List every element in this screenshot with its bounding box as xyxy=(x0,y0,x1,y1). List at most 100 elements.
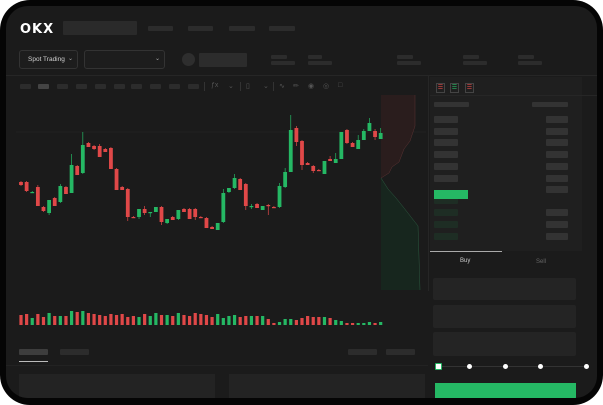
ask-row-amount[interactable] xyxy=(546,163,568,170)
bid-row-price[interactable] xyxy=(434,209,458,216)
orderbook-header-amount xyxy=(532,102,568,107)
candle xyxy=(165,219,170,224)
candle xyxy=(97,144,102,157)
volume-bar xyxy=(244,316,248,325)
ask-row-price[interactable] xyxy=(434,116,458,123)
slider-step-dot[interactable] xyxy=(538,364,543,369)
volume-bar xyxy=(182,315,186,325)
total-input[interactable] xyxy=(433,332,576,356)
bid-row-price[interactable] xyxy=(434,221,458,228)
candle xyxy=(232,174,237,189)
bid-row-price[interactable] xyxy=(434,233,458,240)
market-type-dropdown[interactable]: Spot Trading ⌄ xyxy=(19,50,78,69)
volume-bar xyxy=(300,318,304,325)
candle xyxy=(266,204,271,215)
bid-row-price[interactable] xyxy=(434,197,458,204)
chevron-down-icon[interactable]: ⌄ xyxy=(263,83,269,90)
orderbook-divider xyxy=(430,95,597,96)
fullscreen-icon[interactable]: □ xyxy=(338,82,343,89)
filter-button[interactable] xyxy=(386,349,415,355)
toolbar-separator xyxy=(273,82,274,91)
timeframe-button[interactable] xyxy=(169,84,180,89)
filter-button[interactable] xyxy=(348,349,377,355)
ask-row-amount[interactable] xyxy=(546,151,568,158)
ask-row-amount[interactable] xyxy=(546,116,568,123)
candle-body xyxy=(322,161,327,174)
ask-row-price[interactable] xyxy=(434,163,458,170)
candle xyxy=(288,115,293,172)
pair-dropdown[interactable]: ⌄ xyxy=(84,50,165,69)
slider-handle[interactable] xyxy=(435,363,442,370)
slider-step-dot[interactable] xyxy=(467,364,472,369)
ask-row-price[interactable] xyxy=(434,128,458,135)
ask-row-price[interactable] xyxy=(434,151,458,158)
candle-body xyxy=(19,182,23,185)
order-card xyxy=(19,374,215,398)
volume-bar xyxy=(216,314,220,325)
candle-body xyxy=(182,209,186,212)
indicator-icon[interactable]: ƒx xyxy=(211,82,219,89)
candle xyxy=(283,168,288,188)
slider-step-dot[interactable] xyxy=(503,364,508,369)
tab-order-history[interactable] xyxy=(60,349,89,355)
candle xyxy=(80,132,85,174)
ruler-icon[interactable]: ✏ xyxy=(293,83,299,90)
timeframe-button[interactable] xyxy=(114,84,125,89)
candle-body xyxy=(215,223,220,230)
tab-open-orders[interactable] xyxy=(19,349,48,355)
nav-item[interactable] xyxy=(148,26,173,31)
tab-sell[interactable]: Sell xyxy=(536,259,547,265)
timeframe-button[interactable] xyxy=(20,84,31,89)
ask-row-amount[interactable] xyxy=(546,139,568,146)
timeframe-button[interactable] xyxy=(76,84,87,89)
last-price-highlight xyxy=(434,190,468,199)
timeframe-button[interactable] xyxy=(131,84,142,89)
volume-bar xyxy=(322,317,327,325)
slider-step-dot[interactable] xyxy=(584,364,589,369)
nav-item[interactable] xyxy=(269,26,295,31)
ask-row-amount[interactable] xyxy=(546,186,568,193)
candle xyxy=(58,184,63,203)
ask-row-price[interactable] xyxy=(434,139,458,146)
settings-icon[interactable]: ◎ xyxy=(323,83,330,90)
orderbook-bids-icon[interactable]: ☰ xyxy=(450,83,459,93)
tab-buy[interactable]: Buy xyxy=(460,258,471,264)
timeframe-button-active[interactable] xyxy=(38,84,49,89)
timeframe-button[interactable] xyxy=(57,84,68,89)
leverage-slider-track[interactable] xyxy=(438,366,588,367)
candle-type-icon[interactable]: ▯ xyxy=(246,83,250,90)
amount-input[interactable] xyxy=(433,305,576,328)
timeframe-button[interactable] xyxy=(150,84,161,89)
candle-body xyxy=(64,187,68,194)
orderbook-both-icon[interactable]: ☰ xyxy=(436,83,445,93)
candle-body xyxy=(328,159,332,161)
line-tool-icon[interactable]: ∿ xyxy=(279,83,285,90)
volume-bar xyxy=(86,313,91,325)
candlestick-chart[interactable] xyxy=(6,6,597,398)
stat-label xyxy=(397,55,413,59)
bid-row-amount[interactable] xyxy=(546,209,568,216)
buy-button[interactable] xyxy=(435,383,576,398)
timeframe-button[interactable] xyxy=(188,84,199,89)
nav-item[interactable] xyxy=(229,26,255,31)
nav-item[interactable] xyxy=(188,26,213,31)
search-bar[interactable] xyxy=(63,21,137,35)
volume-bar xyxy=(58,316,62,325)
okx-logo[interactable]: OKX xyxy=(20,22,55,37)
bid-row-amount[interactable] xyxy=(546,233,568,240)
timeframe-button[interactable] xyxy=(95,84,106,89)
volume-bar xyxy=(92,314,96,325)
orderbook-asks-icon[interactable]: ☰ xyxy=(465,83,474,93)
candle xyxy=(227,188,231,193)
candle xyxy=(41,206,46,212)
candle-body xyxy=(288,130,293,172)
ask-row-amount[interactable] xyxy=(546,175,568,182)
chevron-down-icon[interactable]: ⌄ xyxy=(228,83,234,90)
candle-body xyxy=(131,217,136,219)
ask-row-amount[interactable] xyxy=(546,128,568,135)
bid-row-amount[interactable] xyxy=(546,221,568,228)
camera-icon[interactable]: ◉ xyxy=(308,83,315,90)
ask-row-price[interactable] xyxy=(434,175,458,182)
price-input[interactable] xyxy=(433,278,576,300)
candle xyxy=(367,118,372,131)
